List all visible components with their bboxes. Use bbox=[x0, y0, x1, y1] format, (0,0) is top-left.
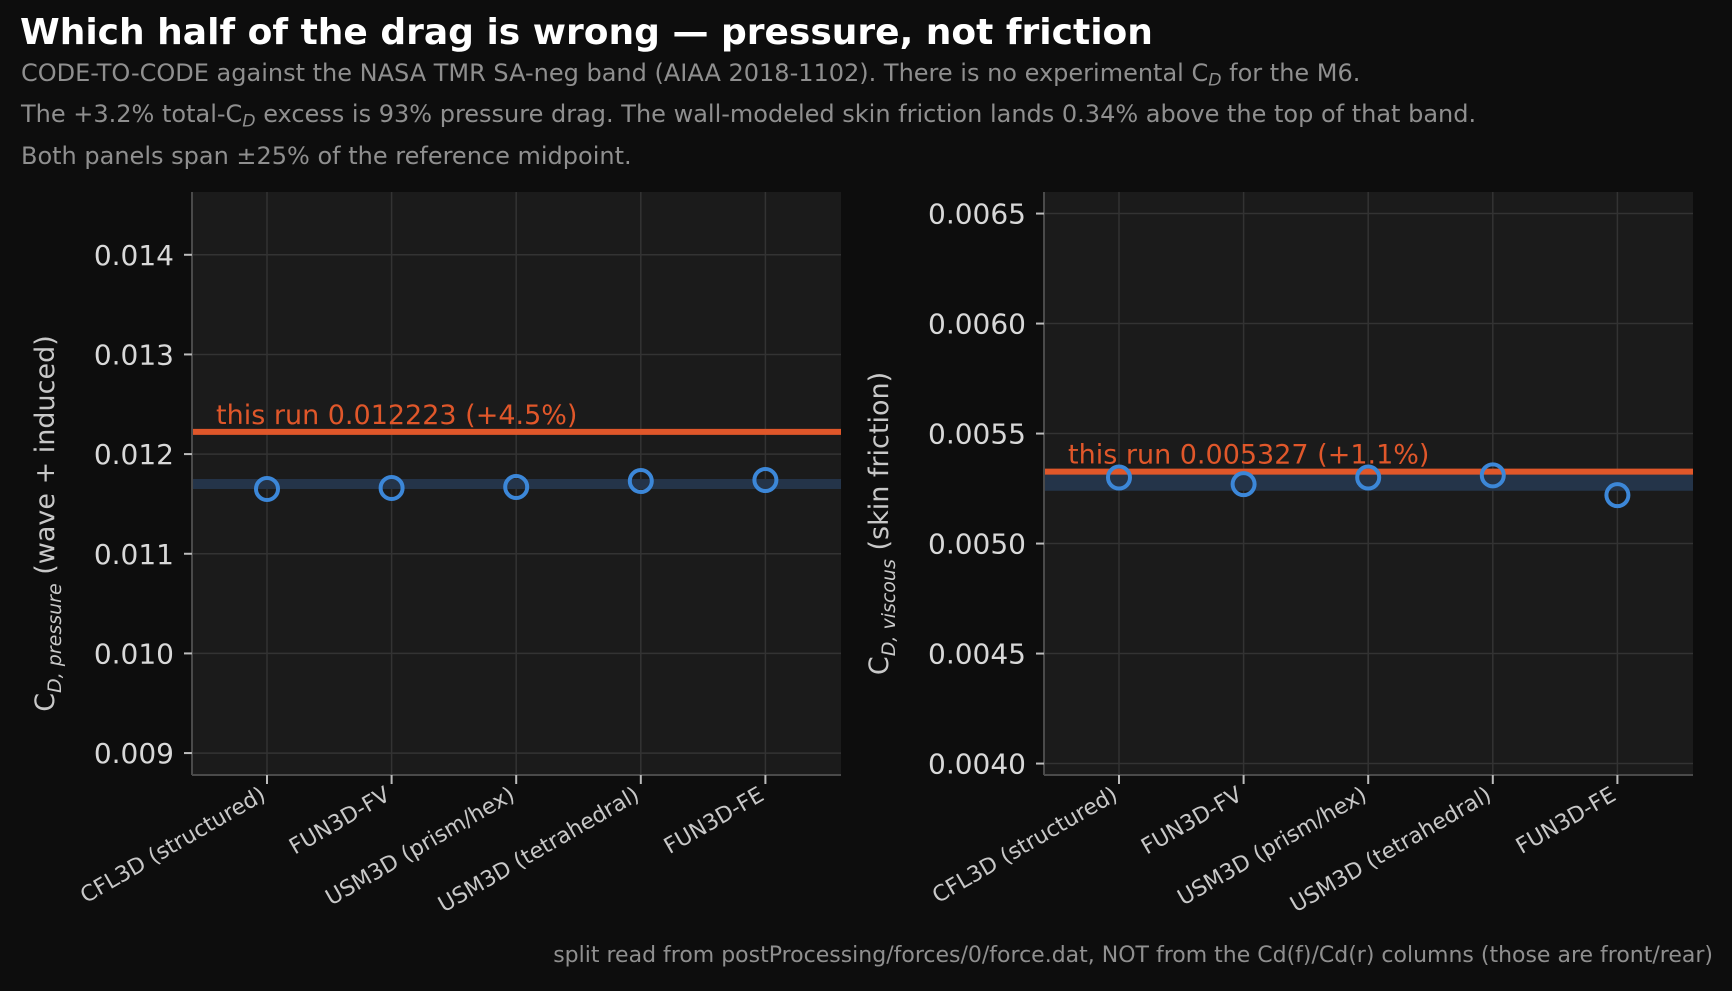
y-tick-label: 0.0055 bbox=[928, 418, 1026, 451]
y-tick-label: 0.013 bbox=[94, 338, 174, 371]
data-point bbox=[503, 473, 530, 500]
chart-panel-2: this run 0.005327 (+1.1%)0.00400.00450.0… bbox=[864, 192, 1693, 918]
y-tick-label: 0.011 bbox=[94, 538, 174, 571]
x-tick-label: FUN3D-FV bbox=[1137, 783, 1246, 861]
figure-title: Which half of the drag is wrong — pressu… bbox=[20, 12, 1153, 53]
x-tick-label: CFL3D (structured) bbox=[76, 783, 270, 909]
subtitle-line-3: Both panels span ±25% of the reference m… bbox=[21, 141, 632, 170]
data-point bbox=[1230, 471, 1257, 498]
x-tick-label: FUN3D-FE bbox=[660, 783, 768, 860]
y-tick-label: 0.0040 bbox=[928, 748, 1026, 781]
y-tick-label: 0.0065 bbox=[928, 198, 1026, 231]
y-tick-label: 0.0045 bbox=[928, 638, 1026, 671]
subtitle-line-1: CODE-TO-CODE against the NASA TMR SA-neg… bbox=[21, 59, 1361, 91]
x-tick-label: CFL3D (structured) bbox=[928, 783, 1122, 909]
data-point bbox=[1106, 464, 1132, 491]
figure-footer: split read from postProcessing/forces/0/… bbox=[553, 943, 1713, 968]
y-axis-label-suffix: (skin friction) bbox=[864, 372, 895, 559]
y-tick-label: 0.010 bbox=[94, 637, 174, 670]
figure-subtitle: CODE-TO-CODE against the NASA TMR SA-neg… bbox=[21, 56, 1476, 173]
this-run-label: this run 0.012223 (+4.5%) bbox=[216, 400, 577, 431]
y-axis-label-suffix: (wave + induced) bbox=[30, 335, 61, 583]
y-tick-label: 0.0060 bbox=[928, 308, 1026, 341]
reference-band bbox=[192, 479, 841, 489]
data-point bbox=[254, 475, 280, 502]
x-tick-label: FUN3D-FV bbox=[285, 783, 394, 861]
y-axis-label-subscript: D, viscous bbox=[878, 559, 900, 656]
y-axis-label: CD, viscous (skin friction) bbox=[864, 372, 900, 675]
x-tick-label: USM3D (tetrahedral) bbox=[434, 783, 644, 918]
y-axis-label-subscript: D, pressure bbox=[44, 583, 66, 693]
y-tick-label: 0.014 bbox=[94, 239, 174, 272]
reference-band bbox=[1044, 471, 1693, 491]
data-point bbox=[1479, 462, 1506, 489]
chart-panel-1: this run 0.012223 (+4.5%) 0.009 0.010 0.011… bbox=[30, 192, 841, 918]
y-axis-label: CD, pressure (wave + induced) bbox=[30, 335, 66, 712]
y-tick-label: 0.009 bbox=[94, 737, 174, 770]
data-point bbox=[1355, 464, 1382, 491]
y-tick-label: 0.0050 bbox=[928, 528, 1026, 561]
y-axis-label-main: C bbox=[864, 656, 895, 675]
x-tick-label: FUN3D-FE bbox=[1512, 783, 1620, 860]
x-tick-label: USM3D (tetrahedral) bbox=[1286, 783, 1496, 918]
y-axis-label-main: C bbox=[30, 693, 61, 712]
data-point bbox=[1604, 482, 1631, 509]
y-tick-label: 0.012 bbox=[94, 438, 174, 471]
data-point bbox=[752, 467, 779, 494]
subtitle-line-2: The +3.2% total-CD excess is 93% pressur… bbox=[21, 100, 1477, 132]
data-point bbox=[627, 468, 654, 495]
data-point bbox=[378, 474, 405, 501]
